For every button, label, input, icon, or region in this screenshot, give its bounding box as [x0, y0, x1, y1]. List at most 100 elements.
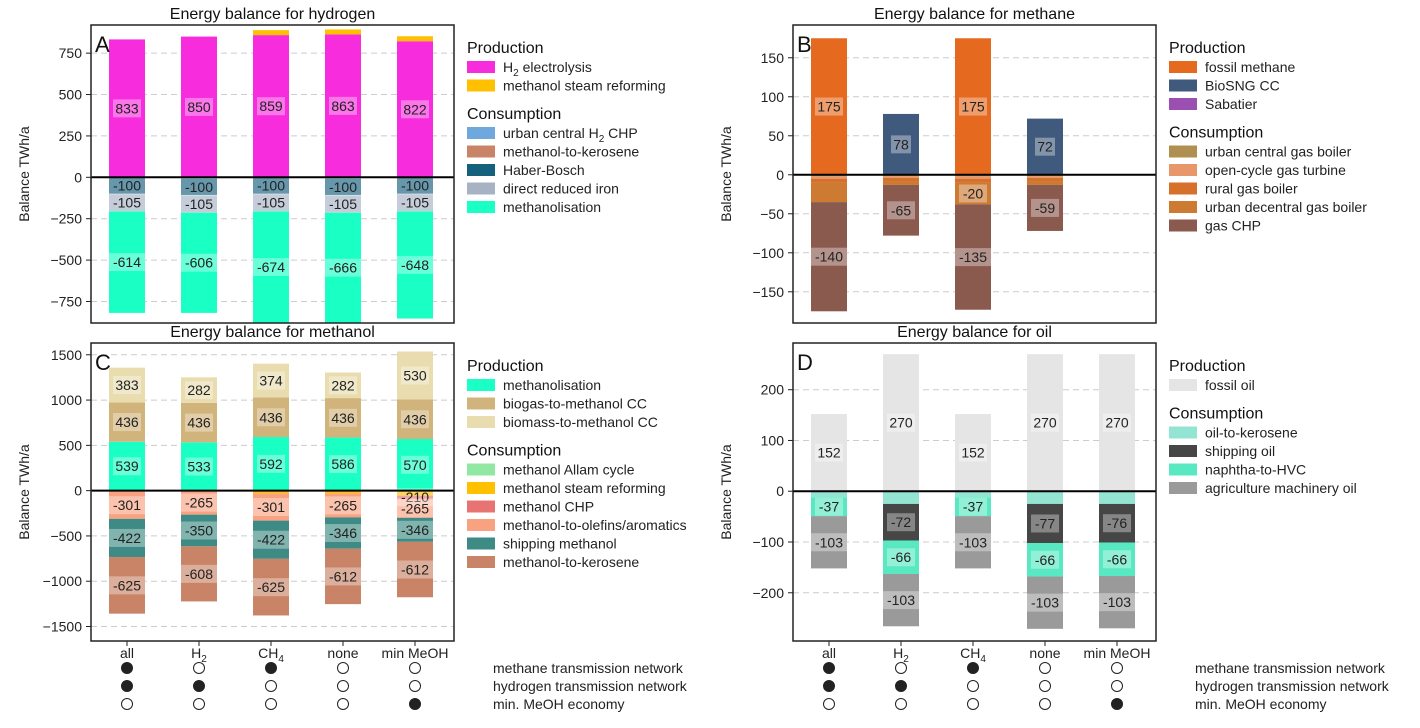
bar-label-bg — [811, 247, 847, 266]
bar-segment — [1027, 184, 1063, 231]
panel-letter: B — [797, 32, 812, 57]
bar-label-bg — [1103, 550, 1131, 569]
bar-label-bg — [181, 194, 217, 213]
y-tick-label: −1500 — [43, 619, 83, 635]
legend-label: H2 electrolysis — [503, 59, 592, 79]
legend-swatch — [1169, 482, 1197, 494]
legend-label: gas CHP — [1205, 218, 1261, 234]
bar-label-bg — [959, 497, 987, 516]
bar-value-label: -135 — [959, 249, 987, 265]
y-tick-label: −500 — [50, 252, 82, 268]
bar-segment — [109, 557, 145, 614]
legend-swatch — [1169, 426, 1197, 439]
legend-label: shipping methanol — [503, 536, 617, 552]
legend-swatch — [467, 79, 495, 92]
bar-segment — [397, 41, 433, 178]
legend-swatch — [467, 416, 495, 428]
bar-label-bg — [253, 193, 289, 212]
legend-label: methanol Allam cycle — [503, 462, 635, 478]
bar-value-label: 152 — [817, 445, 841, 461]
legend-label: biogas-to-methanol CC — [503, 396, 647, 412]
bar-segment — [325, 398, 361, 438]
scenario-dot-empty — [193, 698, 205, 710]
bar-segment — [1099, 503, 1135, 543]
legend-swatch — [1169, 98, 1197, 110]
bar-segment — [325, 178, 361, 196]
bar-segment — [253, 397, 289, 438]
bar-segment — [955, 491, 991, 498]
bar-segment — [811, 178, 847, 183]
y-tick-label: −1000 — [43, 573, 83, 589]
bar-label-bg — [401, 410, 429, 429]
bar-label-bg — [397, 193, 433, 212]
bar-label-bg — [401, 366, 429, 385]
bar-segment — [253, 363, 289, 398]
scenario-row-label: hydrogen transmission network — [493, 678, 688, 694]
legend-title: Production — [1169, 40, 1246, 57]
legend-swatch — [467, 201, 495, 213]
bar-value-label: -100 — [401, 178, 429, 194]
bar-label-bg — [397, 488, 433, 507]
bar-label-bg — [113, 99, 141, 118]
bar-segment — [253, 520, 289, 559]
bar-segment — [397, 498, 433, 518]
bar-value-label: -350 — [185, 522, 213, 538]
bar-segment — [811, 176, 847, 179]
bar-segment — [397, 211, 433, 319]
scenario-dot-filled — [895, 680, 907, 692]
y-tick-label: 750 — [59, 45, 83, 61]
legend-title: Production — [467, 40, 544, 57]
bar-segment — [883, 177, 919, 182]
scenario-row-label: min. MeOH economy — [1195, 696, 1326, 712]
bar-segment — [325, 372, 361, 399]
legend-swatch — [467, 537, 495, 550]
scenario-dot-filled — [823, 662, 835, 674]
bar-value-label: -66 — [891, 549, 911, 565]
bar-segment — [181, 442, 217, 491]
bar-segment — [253, 490, 289, 494]
bar-value-label: 175 — [817, 99, 841, 115]
y-tick-label: −750 — [50, 293, 82, 309]
bar-segment — [181, 377, 217, 403]
bar-label-bg — [891, 135, 911, 154]
bar-label-bg — [109, 193, 145, 212]
bar-segment — [1027, 177, 1063, 182]
bar-segment — [811, 497, 847, 517]
bar-value-label: -612 — [401, 562, 429, 578]
legend-swatch — [467, 164, 495, 176]
bar-label-bg — [397, 255, 433, 274]
bar-value-label: -265 — [185, 495, 213, 511]
bar-value-label: 850 — [187, 99, 211, 115]
bar-segment — [883, 176, 919, 178]
bar-value-label: -77 — [1035, 515, 1055, 531]
bar-segment — [325, 548, 361, 605]
bar-segment — [109, 193, 145, 212]
bar-value-label: 833 — [115, 100, 139, 116]
bar-segment — [109, 402, 145, 442]
y-tick-label: 0 — [74, 169, 82, 185]
bar-segment — [253, 35, 289, 178]
legend-label: urban decentral gas boiler — [1205, 199, 1367, 215]
bar-label-bg — [325, 567, 361, 586]
legend-title: Consumption — [1169, 406, 1263, 423]
legend-label: methanol steam reforming — [503, 480, 666, 496]
bar-label-bg — [955, 248, 991, 267]
bar-segment — [109, 211, 145, 313]
legend-label: rural gas boiler — [1205, 181, 1298, 197]
bar-value-label: -606 — [185, 255, 213, 271]
bar-segment — [181, 546, 217, 602]
bar-value-label: 436 — [115, 414, 139, 430]
legend-label: urban central gas boiler — [1205, 144, 1352, 160]
bar-segment — [883, 113, 919, 175]
plot-frame — [792, 342, 1157, 642]
bar-segment — [181, 514, 217, 547]
bar-segment — [253, 493, 289, 521]
chart-title: Energy balance for oil — [897, 324, 1052, 341]
bar-label-bg — [1031, 550, 1059, 569]
legend-swatch — [1169, 79, 1197, 92]
bar-segment — [397, 36, 433, 42]
y-tick-label: 200 — [761, 382, 785, 398]
legend-swatch — [467, 397, 495, 410]
scenario-dot-filled — [967, 662, 979, 674]
bar-label-bg — [181, 564, 217, 583]
